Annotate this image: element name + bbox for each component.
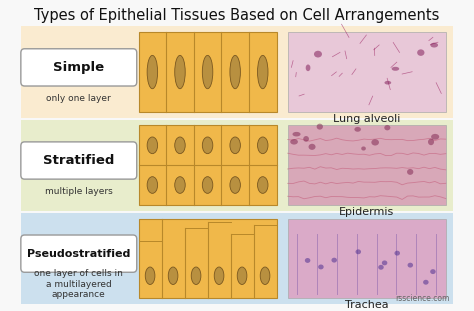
Bar bbox=[21, 120, 453, 211]
Ellipse shape bbox=[431, 134, 439, 140]
Text: Pseudostratified: Pseudostratified bbox=[27, 248, 130, 259]
Ellipse shape bbox=[175, 137, 185, 154]
Bar bbox=[21, 213, 453, 304]
Bar bbox=[288, 32, 446, 112]
Ellipse shape bbox=[306, 64, 310, 71]
Ellipse shape bbox=[382, 260, 387, 265]
Ellipse shape bbox=[356, 249, 361, 254]
Text: only one layer: only one layer bbox=[46, 94, 111, 103]
Ellipse shape bbox=[145, 267, 155, 285]
FancyBboxPatch shape bbox=[21, 235, 137, 272]
Ellipse shape bbox=[384, 81, 391, 85]
Ellipse shape bbox=[292, 132, 301, 137]
Ellipse shape bbox=[384, 125, 391, 130]
Ellipse shape bbox=[423, 280, 428, 285]
Bar bbox=[138, 125, 276, 205]
Ellipse shape bbox=[355, 127, 361, 132]
Text: Epidermis: Epidermis bbox=[339, 207, 394, 217]
Bar bbox=[138, 32, 276, 112]
Ellipse shape bbox=[314, 51, 322, 58]
Ellipse shape bbox=[230, 177, 240, 193]
Ellipse shape bbox=[260, 267, 270, 285]
Ellipse shape bbox=[237, 267, 247, 285]
Ellipse shape bbox=[417, 49, 425, 56]
Ellipse shape bbox=[303, 136, 309, 142]
Bar bbox=[138, 219, 276, 298]
Ellipse shape bbox=[175, 55, 185, 89]
Ellipse shape bbox=[147, 137, 158, 154]
Text: Types of Epithelial Tissues Based on Cell Arrangements: Types of Epithelial Tissues Based on Cel… bbox=[34, 8, 440, 23]
Ellipse shape bbox=[392, 67, 399, 71]
Ellipse shape bbox=[371, 139, 379, 146]
Ellipse shape bbox=[309, 144, 316, 150]
Ellipse shape bbox=[202, 55, 213, 89]
Ellipse shape bbox=[408, 263, 413, 267]
Text: Stratified: Stratified bbox=[43, 154, 115, 167]
Ellipse shape bbox=[257, 55, 268, 89]
Text: Lung alveoli: Lung alveoli bbox=[333, 114, 401, 124]
Bar bbox=[21, 26, 453, 118]
Bar bbox=[288, 125, 446, 205]
Ellipse shape bbox=[361, 146, 366, 151]
Text: multiple layers: multiple layers bbox=[45, 187, 113, 196]
Ellipse shape bbox=[147, 177, 158, 193]
Ellipse shape bbox=[428, 139, 434, 145]
Text: one layer of cells in
a multilayered
appearance: one layer of cells in a multilayered app… bbox=[34, 269, 123, 299]
Ellipse shape bbox=[257, 137, 268, 154]
Ellipse shape bbox=[168, 267, 178, 285]
Ellipse shape bbox=[257, 177, 268, 193]
Ellipse shape bbox=[430, 269, 436, 274]
Ellipse shape bbox=[175, 177, 185, 193]
Ellipse shape bbox=[202, 137, 213, 154]
Ellipse shape bbox=[147, 55, 158, 89]
Ellipse shape bbox=[230, 137, 240, 154]
FancyBboxPatch shape bbox=[21, 142, 137, 179]
Ellipse shape bbox=[202, 177, 213, 193]
Ellipse shape bbox=[290, 139, 298, 145]
Ellipse shape bbox=[331, 258, 337, 262]
Ellipse shape bbox=[191, 267, 201, 285]
Ellipse shape bbox=[430, 43, 438, 48]
Ellipse shape bbox=[214, 267, 224, 285]
Text: Simple: Simple bbox=[53, 61, 104, 74]
Text: Trachea: Trachea bbox=[345, 300, 389, 310]
Bar bbox=[288, 219, 446, 298]
Ellipse shape bbox=[407, 169, 413, 175]
Ellipse shape bbox=[318, 264, 324, 269]
FancyBboxPatch shape bbox=[21, 49, 137, 86]
Ellipse shape bbox=[230, 55, 240, 89]
Ellipse shape bbox=[317, 124, 323, 130]
Text: rsscience.com: rsscience.com bbox=[395, 294, 449, 303]
Ellipse shape bbox=[305, 258, 310, 263]
Ellipse shape bbox=[378, 265, 384, 270]
Ellipse shape bbox=[394, 251, 400, 256]
